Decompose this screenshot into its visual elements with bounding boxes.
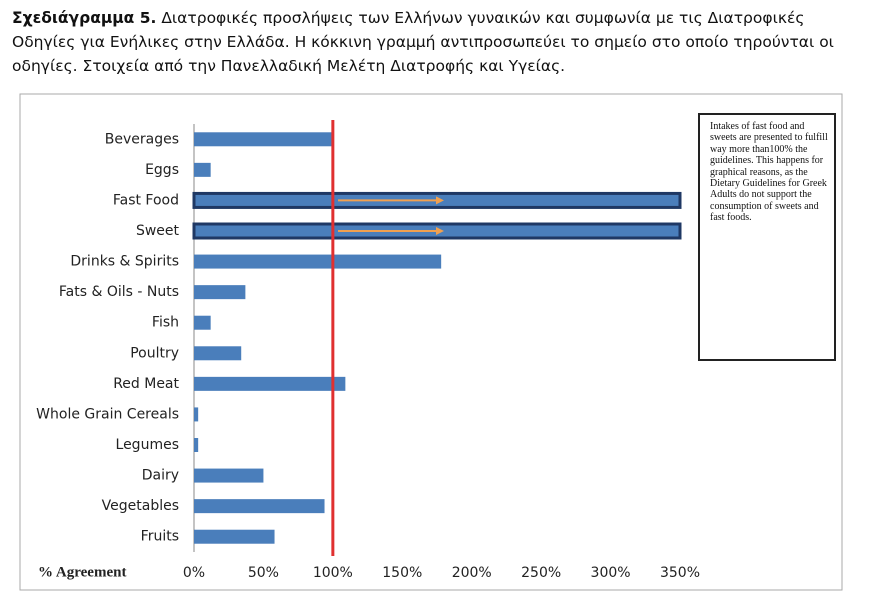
bar	[194, 346, 242, 361]
y-tick-label: Drinks & Spirits	[70, 254, 179, 270]
x-tick-label: 250%	[521, 565, 561, 581]
caption: Σχεδιάγραμμα 5. Διατροφικές προσλήψεις τ…	[12, 6, 862, 78]
y-tick-label: Legumes	[116, 437, 179, 453]
y-tick-label: Fruits	[141, 529, 179, 545]
bar	[194, 529, 275, 544]
bar	[194, 407, 199, 422]
note-box: Intakes of fast food and sweets are pres…	[698, 113, 836, 361]
y-tick-label: Red Meat	[113, 376, 179, 392]
x-tick-label: 350%	[660, 565, 700, 581]
y-tick-label: Sweet	[136, 223, 180, 239]
arrow-head	[436, 227, 444, 235]
y-tick-label: Poultry	[130, 345, 179, 361]
bar	[194, 254, 442, 269]
bar	[194, 468, 264, 483]
caption-text: Διατροφικές προσλήψεις των Ελλήνων γυναι…	[12, 9, 834, 75]
bar	[194, 132, 332, 147]
arrow-head	[436, 196, 444, 205]
y-tick-label: Dairy	[142, 468, 179, 484]
x-tick-label: 100%	[313, 565, 353, 581]
bar	[194, 285, 246, 300]
x-tick-label: 50%	[248, 565, 279, 581]
chart-frame	[19, 93, 843, 591]
x-axis-label: % Agreement	[38, 564, 126, 580]
bar	[194, 162, 211, 177]
y-tick-label: Fast Food	[113, 192, 179, 208]
caption-prefix: Σχεδιάγραμμα 5.	[12, 9, 157, 27]
y-tick-label: Fats & Oils - Nuts	[59, 284, 179, 300]
x-tick-label: 150%	[382, 565, 422, 581]
y-tick-label: Whole Grain Cereals	[36, 406, 179, 422]
x-tick-label: 300%	[591, 565, 631, 581]
y-tick-label: Eggs	[145, 162, 179, 178]
y-tick-label: Fish	[152, 315, 179, 331]
bar	[194, 376, 346, 391]
bar	[194, 499, 325, 514]
y-tick-label: Beverages	[105, 131, 179, 147]
bar	[194, 438, 199, 452]
x-tick-label: 0%	[183, 565, 205, 581]
bar	[194, 315, 211, 330]
y-tick-label: Vegetables	[102, 498, 179, 514]
x-tick-label: 200%	[452, 565, 492, 581]
